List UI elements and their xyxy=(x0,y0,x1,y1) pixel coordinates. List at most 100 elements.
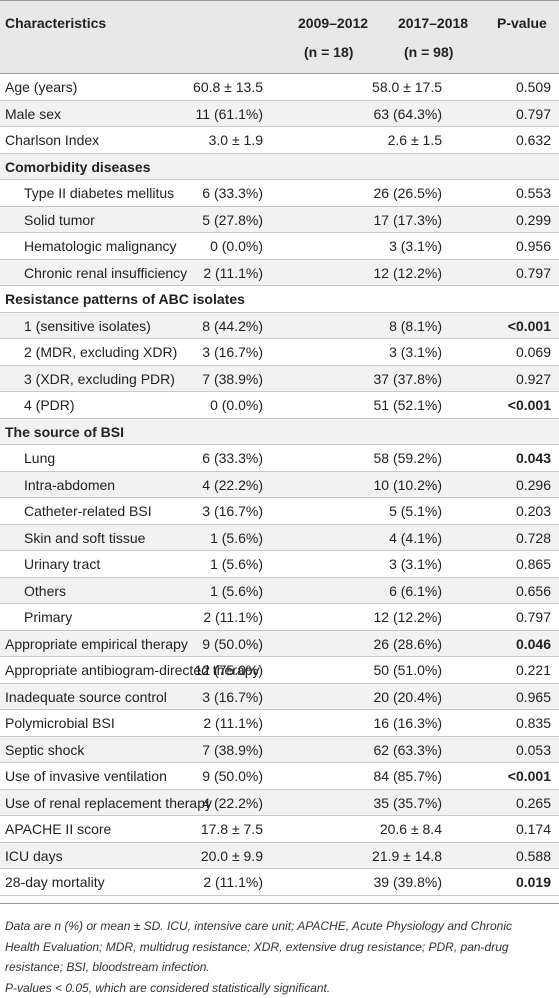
table-row: 28-day mortality 2 (11.1%) 39 (39.8%) 0.019 xyxy=(0,869,559,896)
cell-2009-2012: 1 (5.6%) xyxy=(210,578,263,604)
cell-2017-2018: 16 (16.3%) xyxy=(374,710,442,736)
cell-2009-2012: 6 (33.3%) xyxy=(202,180,263,206)
row-label: Male sex xyxy=(5,101,61,127)
cell-2009-2012: 9 (50.0%) xyxy=(202,763,263,789)
row-label: Comorbidity diseases xyxy=(5,154,151,180)
cell-2017-2018: 12 (12.2%) xyxy=(374,260,442,286)
table-row: Appropriate empirical therapy 9 (50.0%) 26… xyxy=(0,631,559,658)
cell-p-value: <0.001 xyxy=(508,392,551,418)
cell-2017-2018: 39 (39.8%) xyxy=(374,869,442,895)
table-row: 2 (MDR, excluding XDR)3 (16.7%)3 (3.1%)0… xyxy=(0,339,559,366)
cell-2017-2018: 35 (35.7%) xyxy=(374,790,442,816)
row-label: Others xyxy=(24,578,66,604)
cell-2017-2018: 12 (12.2%) xyxy=(374,604,442,630)
row-label: Hematologic malignancy xyxy=(24,233,177,259)
section-row: Comorbidity diseases xyxy=(0,154,559,181)
cell-2017-2018: 17 (17.3%) xyxy=(374,207,442,233)
cell-p-value: 0.069 xyxy=(516,339,551,365)
cell-p-value: 0.797 xyxy=(516,101,551,127)
cell-2009-2012: 7 (38.9%) xyxy=(202,366,263,392)
cell-2009-2012: 3 (16.7%) xyxy=(202,684,263,710)
row-label: Urinary tract xyxy=(24,551,100,577)
cell-2017-2018: 84 (85.7%) xyxy=(374,763,442,789)
cell-2009-2012: 5 (27.8%) xyxy=(202,207,263,233)
cell-p-value: 0.221 xyxy=(516,657,551,683)
cell-2009-2012: 2 (11.1%) xyxy=(203,710,263,736)
cell-2009-2012: 2 (11.1%) xyxy=(203,604,263,630)
cell-2017-2018: 26 (28.6%) xyxy=(374,631,442,657)
table-row: ICU days 20.0 ± 9.9 21.9 ± 14.8 0.588 xyxy=(0,843,559,870)
table-row: Septic shock 7 (38.9%) 62 (63.3%) 0.053 xyxy=(0,737,559,764)
cell-2017-2018: 58.0 ± 17.5 xyxy=(372,74,442,100)
cell-2017-2018: 4 (4.1%) xyxy=(389,525,442,551)
row-label: 28-day mortality xyxy=(5,869,105,895)
cell-p-value: 0.053 xyxy=(516,737,551,763)
row-label: Age (years) xyxy=(5,74,77,100)
cell-2017-2018: 63 (64.3%) xyxy=(374,101,442,127)
row-label: Lung xyxy=(24,445,55,471)
row-label: 3 (XDR, excluding PDR) xyxy=(24,366,175,392)
table-row: Chronic renal insufficiency 2 (11.1%) 12 (… xyxy=(0,260,559,287)
cell-2009-2012: 8 (44.2%) xyxy=(202,313,263,339)
row-label: Appropriate empirical therapy xyxy=(5,631,188,657)
cell-2017-2018: 2.6 ± 1.5 xyxy=(388,127,442,153)
cell-2017-2018: 3 (3.1%) xyxy=(389,233,442,259)
table-bottom-rule xyxy=(0,903,559,904)
cell-p-value: 0.588 xyxy=(516,843,551,869)
table-row: 3 (XDR, excluding PDR) 7 (38.9%) 37 (37.8%… xyxy=(0,366,559,393)
cell-2009-2012: 0 (0.0%) xyxy=(210,233,263,259)
cell-2009-2012: 2 (11.1%) xyxy=(203,869,263,895)
cell-p-value: 0.865 xyxy=(516,551,551,577)
cell-p-value: 0.019 xyxy=(516,869,551,895)
header-col1-period: 2009–2012 xyxy=(298,13,368,33)
row-label: Catheter-related BSI xyxy=(24,498,152,524)
cell-p-value: 0.835 xyxy=(516,710,551,736)
cell-2009-2012: 60.8 ± 13.5 xyxy=(193,74,263,100)
cell-2017-2018: 37 (37.8%) xyxy=(374,366,442,392)
cell-2009-2012: 2 (11.1%) xyxy=(203,260,263,286)
footnote-significance: P-values < 0.05, which are considered st… xyxy=(5,978,550,998)
table-row: 1 (sensitive isolates)8 (44.2%)8 (8.1%)<… xyxy=(0,313,559,340)
cell-p-value: 0.927 xyxy=(516,366,551,392)
cell-2009-2012: 9 (50.0%) xyxy=(202,631,263,657)
row-label: Intra-abdomen xyxy=(24,472,115,498)
table-footnotes: Data are n (%) or mean ± SD. ICU, intens… xyxy=(5,916,550,998)
cell-2017-2018: 50 (51.0%) xyxy=(374,657,442,683)
cell-2009-2012: 7 (38.9%) xyxy=(202,737,263,763)
cell-2009-2012: 11 (61.1%) xyxy=(196,101,263,127)
cell-2017-2018: 10 (10.2%) xyxy=(374,472,442,498)
header-col2-n: (n = 98) xyxy=(404,42,453,62)
cell-2009-2012: 0 (0.0%) xyxy=(210,392,263,418)
cell-2017-2018: 51 (52.1%) xyxy=(374,392,442,418)
cell-p-value: 0.203 xyxy=(516,498,551,524)
cell-2009-2012: 1 (5.6%) xyxy=(210,551,263,577)
row-label: Inadequate source control xyxy=(5,684,167,710)
cell-p-value: 0.299 xyxy=(516,207,551,233)
row-label: Chronic renal insufficiency xyxy=(24,260,187,286)
row-label: Skin and soft tissue xyxy=(24,525,145,551)
row-label: Septic shock xyxy=(5,737,84,763)
cell-2017-2018: 8 (8.1%) xyxy=(389,313,442,339)
row-label: Primary xyxy=(24,604,72,630)
cell-p-value: 0.043 xyxy=(516,445,551,471)
cell-2017-2018: 5 (5.1%) xyxy=(389,498,442,524)
header-p-value: P-value xyxy=(497,13,547,33)
cell-2017-2018: 62 (63.3%) xyxy=(374,737,442,763)
cell-2017-2018: 20 (20.4%) xyxy=(374,684,442,710)
cell-p-value: 0.265 xyxy=(516,790,551,816)
cell-p-value: 0.046 xyxy=(516,631,551,657)
row-label: ICU days xyxy=(5,843,63,869)
cell-2009-2012: 20.0 ± 9.9 xyxy=(201,843,263,869)
cell-2017-2018: 21.9 ± 14.8 xyxy=(372,843,442,869)
cell-2009-2012: 17.8 ± 7.5 xyxy=(201,816,263,842)
table-header: Characteristics 2009–2012 (n = 18) 2017–… xyxy=(0,0,559,74)
row-label: The source of BSI xyxy=(5,419,124,445)
